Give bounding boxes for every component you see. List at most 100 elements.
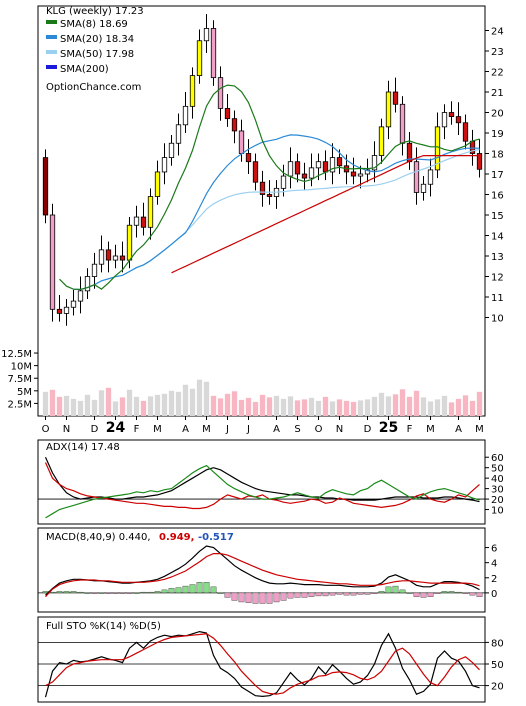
month-label: A	[273, 424, 280, 435]
macd-histogram-bar	[441, 591, 448, 594]
macd-histogram-bar	[70, 591, 77, 594]
volume-bar	[56, 396, 63, 416]
candle-body	[126, 224, 133, 261]
candle-body	[259, 181, 266, 195]
candle-body	[224, 108, 231, 120]
stochastic-title: Full STO %K(14) %D(5)	[46, 621, 161, 632]
macd-histogram-bar	[448, 591, 455, 594]
candle-body	[238, 130, 245, 154]
month-label: 24	[106, 420, 126, 436]
candle-body	[112, 255, 119, 261]
month-label: F	[134, 424, 140, 435]
macd-histogram-bar	[119, 592, 126, 594]
candle-body	[161, 157, 168, 173]
macd-histogram-bar	[98, 592, 105, 594]
candle-body	[42, 157, 49, 216]
volume-bar	[203, 381, 210, 416]
long-ma-line	[171, 155, 480, 274]
indicator-tick-label: 20	[491, 495, 504, 506]
volume-bar	[336, 399, 343, 416]
macd-histogram-bar	[56, 591, 63, 594]
macd-histogram-bar	[175, 587, 182, 594]
indicator-tick-label: 6	[491, 544, 497, 555]
volume-bar	[294, 400, 301, 416]
indicator-line	[44, 630, 480, 698]
indicator-line	[45, 464, 480, 519]
volume-bar	[350, 401, 357, 416]
legend-swatch-sma20	[46, 35, 57, 39]
candle-body	[49, 214, 56, 310]
macd-histogram-bar	[126, 592, 133, 594]
candle-body	[77, 290, 84, 302]
candle-body	[189, 75, 196, 107]
legend-swatch-sma8	[46, 20, 57, 24]
macd-histogram-bar	[266, 592, 273, 604]
price-tick-label: 11	[491, 293, 504, 304]
indicator-tick-label: 10	[491, 506, 504, 517]
macd-histogram-bar	[105, 592, 112, 594]
macd-histogram-bar	[455, 591, 462, 594]
volume-bar	[308, 397, 315, 416]
volume-bar	[476, 391, 483, 416]
sma20-line	[73, 134, 480, 291]
candle-body	[98, 249, 105, 265]
macd-histogram-bar	[308, 592, 315, 597]
macd-signal-value: 0.949,	[159, 532, 194, 543]
indicator-line	[45, 552, 480, 598]
macd-histogram-bar	[91, 592, 98, 594]
indicator-line	[45, 633, 480, 695]
legend: KLG (weekly) 17.23 SMA(8) 18.69 SMA(20) …	[46, 6, 144, 93]
volume-bar	[70, 398, 77, 416]
volume-bar	[287, 396, 294, 416]
macd-histogram-bar	[287, 592, 294, 599]
volume-tick-label: 10M	[11, 362, 32, 373]
candle-body	[448, 112, 455, 117]
month-label: O	[42, 424, 50, 435]
month-label: 25	[379, 420, 398, 436]
volume-bar	[329, 401, 336, 416]
macd-histogram-bar	[224, 592, 231, 598]
price-tick-label: 16	[491, 191, 504, 202]
macd-histogram-bar	[280, 592, 287, 601]
price-tick-label: 14	[491, 232, 504, 243]
macd-histogram-bar	[434, 592, 441, 594]
macd-histogram-bar	[140, 591, 147, 594]
candle-body	[210, 28, 217, 79]
indicator-tick-label: 20	[491, 682, 504, 693]
month-label: N	[63, 424, 70, 435]
volume-bar	[378, 392, 385, 416]
candle-body	[56, 308, 63, 314]
month-label: F	[407, 424, 413, 435]
month-label: A	[182, 424, 189, 435]
macd-histogram-bar	[343, 592, 350, 596]
price-tick-label: 10	[491, 314, 504, 325]
volume-bar	[161, 393, 168, 416]
volume-tick-label: 12.5M	[1, 349, 32, 360]
volume-tick-label: 5M	[17, 387, 32, 398]
indicator-tick-label: 60	[491, 453, 504, 464]
price-panel: 10 11 12 13 14 15 16 17 18 19 20 21 22 23 24 12.5M 10M7…	[1, 5, 504, 436]
volume-bar	[434, 399, 441, 416]
macd-histogram-bar	[189, 584, 196, 594]
volume-bars	[42, 379, 483, 416]
legend-sma20: SMA(20) 18.34	[60, 34, 134, 45]
volume-bar	[105, 387, 112, 416]
macd-histogram-bar	[231, 592, 238, 601]
candle-body	[329, 157, 336, 173]
month-label: M	[426, 424, 435, 435]
price-panel-frame	[37, 5, 486, 417]
candle-body	[105, 249, 112, 261]
stochastic-panel: 20 50 80 Full STO %K(14) %D(5)	[37, 616, 504, 703]
month-label: S	[294, 424, 300, 435]
candle-body	[168, 142, 175, 158]
indicator-tick-label: 80	[491, 638, 504, 649]
macd-histogram-bar	[203, 582, 210, 594]
volume-bar	[238, 399, 245, 416]
candle-body	[462, 122, 469, 142]
macd-histogram-bar	[210, 586, 217, 594]
candle-body	[280, 175, 287, 189]
volume-bar	[210, 395, 217, 416]
candle-body	[84, 276, 91, 292]
indicator-line	[45, 545, 480, 596]
volume-bar	[133, 396, 140, 416]
